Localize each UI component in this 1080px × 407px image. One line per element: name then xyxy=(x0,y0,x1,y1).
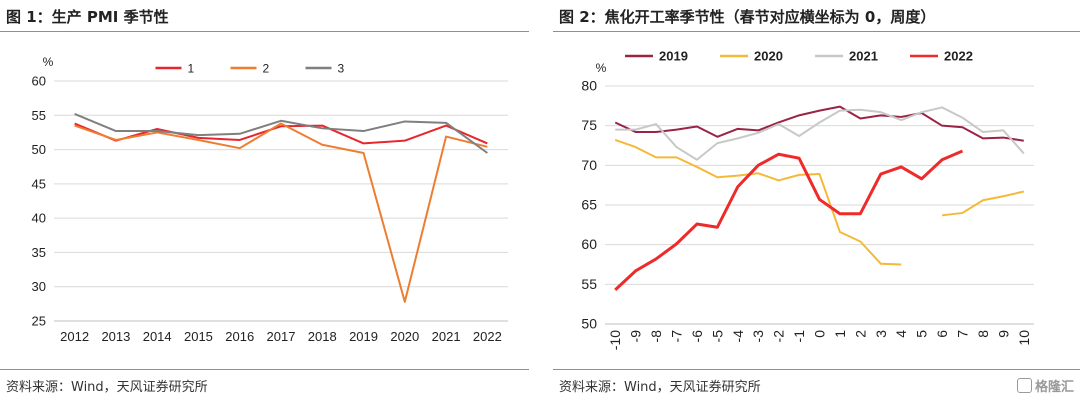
source-note: 资料来源：Wind，天风证券研究所 xyxy=(559,380,761,395)
y-tick-label: 25 xyxy=(32,314,46,329)
chart-title: 图 1：生产 PMI 季节性 xyxy=(6,8,169,26)
legend-label: 3 xyxy=(338,62,345,76)
x-tick-label: 2013 xyxy=(101,329,130,344)
x-tick-label: -1 xyxy=(791,330,807,343)
series-line xyxy=(614,105,1024,142)
x-tick-label: 2019 xyxy=(349,329,378,344)
x-tick-label: -10 xyxy=(607,330,623,350)
y-tick-label: 50 xyxy=(581,316,597,332)
y-tick-label: 40 xyxy=(32,211,46,226)
y-tick-label: 55 xyxy=(32,108,46,123)
title-divider xyxy=(0,31,529,32)
x-tick-label: 2021 xyxy=(432,329,461,344)
x-tick-label: 0 xyxy=(812,330,828,338)
y-tick-label: 75 xyxy=(581,117,597,133)
x-tick-label: 9 xyxy=(995,330,1011,338)
series-line xyxy=(941,190,1025,217)
legend-label: 2019 xyxy=(659,49,688,64)
x-tick-label: -6 xyxy=(689,330,705,343)
x-tick-label: -3 xyxy=(750,330,766,343)
series-line xyxy=(614,149,964,291)
source-divider xyxy=(553,369,1080,370)
x-tick-label: 5 xyxy=(914,330,930,338)
watermark-logo: 格隆汇 xyxy=(1016,376,1074,395)
legend-label: 2 xyxy=(263,62,270,76)
y-tick-label: 45 xyxy=(32,176,46,191)
y-tick-label: 50 xyxy=(32,142,46,157)
unit-label: % xyxy=(596,61,607,75)
x-tick-label: 2015 xyxy=(184,329,213,344)
x-tick-label: -9 xyxy=(628,330,644,343)
x-tick-label: 2014 xyxy=(143,329,172,344)
pmi-seasonality-chart: 25 30 35 40 45 50 55 60 2012 2013 2014 2015 2016 2017… xyxy=(32,55,508,344)
chart-panel-2: 图 2：焦化开工率季节性（春节对应横坐标为 0，周度） 50 55 60 65 70 75… xyxy=(553,0,1080,407)
x-tick-label: 3 xyxy=(873,330,889,338)
x-tick-label: 2020 xyxy=(390,329,419,344)
series-line xyxy=(74,122,488,145)
watermark-text: 格隆汇 xyxy=(1034,380,1074,395)
legend-label: 1 xyxy=(188,62,195,76)
x-tick-label: -4 xyxy=(730,330,746,343)
y-tick-label: 65 xyxy=(581,197,597,213)
title-divider xyxy=(553,31,1080,32)
logo-icon xyxy=(1016,378,1032,393)
x-tick-label: 2 xyxy=(852,330,868,338)
x-tick-label: -7 xyxy=(669,330,685,343)
chart-panel-1: 图 1：生产 PMI 季节性 25 30 35 40 45 50 55 60 2012 2013 2… xyxy=(0,0,529,407)
y-tick-label: 80 xyxy=(581,78,597,94)
x-tick-label: 10 xyxy=(1016,330,1032,346)
x-tick-label: 2018 xyxy=(308,329,337,344)
y-tick-label: 70 xyxy=(581,157,597,173)
x-tick-label: 2016 xyxy=(225,329,254,344)
x-tick-label: -8 xyxy=(648,330,664,343)
source-divider xyxy=(0,369,529,370)
y-tick-label: 35 xyxy=(32,245,46,260)
chart-title: 图 2：焦化开工率季节性（春节对应横坐标为 0，周度） xyxy=(559,8,936,26)
x-tick-label: 1 xyxy=(832,330,848,338)
y-tick-label: 60 xyxy=(32,74,46,89)
x-tick-label: -5 xyxy=(709,330,725,343)
source-note: 资料来源：Wind，天风证券研究所 xyxy=(6,380,208,395)
x-tick-label: 4 xyxy=(893,330,909,338)
x-tick-label: 8 xyxy=(975,330,991,338)
series-line xyxy=(614,139,902,266)
legend-label: 2022 xyxy=(944,49,973,64)
x-tick-label: -2 xyxy=(771,330,787,343)
x-tick-label: 6 xyxy=(934,330,950,338)
legend-label: 2020 xyxy=(754,49,783,64)
y-tick-label: 30 xyxy=(32,279,46,294)
series-line xyxy=(615,106,1025,161)
y-tick-label: 60 xyxy=(581,236,597,252)
legend-label: 2021 xyxy=(849,49,878,64)
x-tick-label: 2017 xyxy=(267,329,296,344)
unit-label: % xyxy=(43,55,54,69)
series-line xyxy=(74,112,488,154)
series-line xyxy=(74,122,488,303)
x-tick-label: 7 xyxy=(955,330,971,338)
y-tick-label: 55 xyxy=(581,276,597,292)
x-tick-label: 2022 xyxy=(473,329,502,344)
x-tick-label: 2012 xyxy=(60,329,89,344)
